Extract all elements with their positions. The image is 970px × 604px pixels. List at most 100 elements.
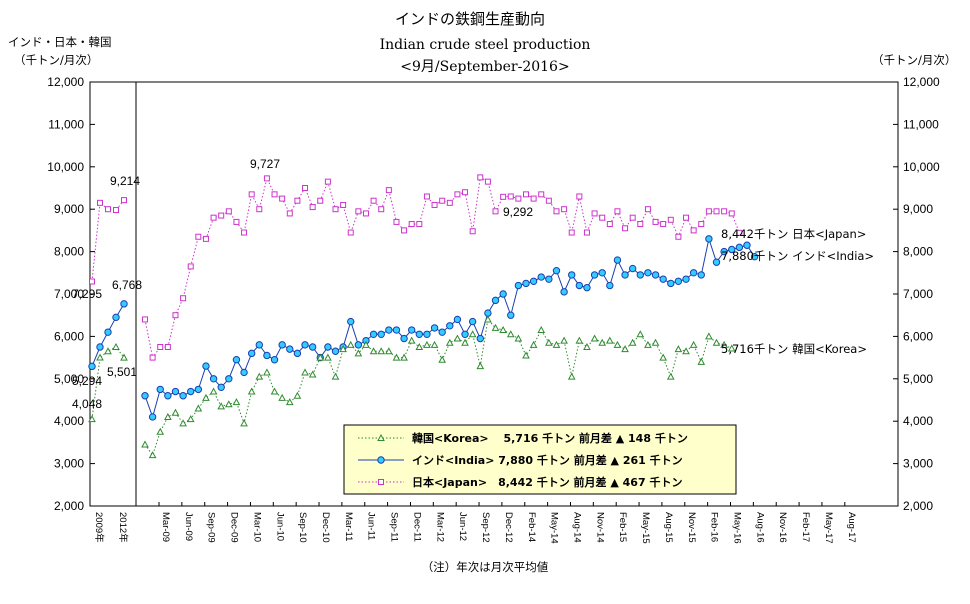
japan-point: [614, 208, 621, 215]
japan-point: [736, 229, 743, 236]
japan-point: [423, 193, 430, 200]
x-tick-label: Aug-16: [754, 512, 765, 543]
x-tick-label: May-15: [640, 512, 651, 544]
japan-point: [500, 193, 507, 200]
x-tick-label: Jun-11: [366, 512, 377, 540]
india-point: [453, 315, 462, 324]
japan-point: [530, 195, 537, 202]
india-point: [308, 343, 317, 351]
korea-point: [590, 334, 599, 342]
x-tick-label: Feb-17: [800, 512, 811, 542]
india-point: [232, 356, 241, 364]
y-tick-label-right: 3,000: [903, 457, 933, 471]
x-tick-label: Mar-11: [343, 512, 354, 541]
series-line-annual: [91, 199, 125, 282]
korea-point: [354, 349, 363, 357]
x-tick-label: Sep-12: [480, 512, 491, 543]
x-tick-label: Jun-12: [457, 512, 468, 541]
japan-point: [622, 225, 629, 232]
india-point: [575, 281, 584, 290]
india-point: [209, 375, 218, 383]
x-tick-label: Nov-14: [594, 512, 605, 543]
korea-point: [331, 372, 340, 380]
japan-point: [660, 221, 667, 228]
y-tick-label-left: 5,000: [54, 372, 84, 386]
y-tick-label-right: 11,000: [903, 117, 939, 131]
japan-point: [241, 229, 248, 236]
india-point: [613, 256, 622, 264]
india-point: [430, 324, 439, 332]
annotation-japan-start: 7,295: [72, 287, 102, 301]
japan-point: [271, 191, 278, 198]
japan-point: [721, 208, 728, 215]
india-point: [568, 271, 576, 279]
left-axis-label-unit: （千トン/月次）: [14, 53, 98, 67]
japan-point: [599, 214, 606, 221]
japan-point: [538, 191, 545, 198]
japan-point: [233, 218, 240, 225]
india-point: [392, 326, 401, 334]
india-point: [644, 269, 652, 277]
y-tick-label-right: 10,000: [903, 160, 940, 174]
x-tick-label: Aug-14: [571, 512, 582, 543]
annotation-japan-monthly-peak: 9,727: [250, 157, 280, 171]
india-point: [659, 275, 667, 283]
japan-point: [545, 197, 552, 204]
india-point: [476, 334, 484, 343]
japan-point: [713, 208, 720, 215]
korea-point: [339, 345, 347, 353]
japan-point: [210, 214, 217, 221]
japan-point: [218, 212, 225, 219]
x-tick-label: Aug-17: [846, 512, 857, 543]
india-point: [705, 235, 713, 243]
india-point: [545, 275, 553, 283]
japan-point: [248, 191, 255, 198]
india-point: [491, 296, 500, 305]
india-point: [179, 392, 187, 400]
india-point: [96, 343, 104, 351]
korea-point: [270, 387, 279, 395]
india-point: [112, 313, 120, 322]
india-point: [636, 271, 644, 279]
india-point: [682, 275, 690, 283]
korea-point: [148, 451, 157, 459]
korea-point: [423, 340, 431, 348]
korea-point: [316, 353, 325, 361]
india-point: [141, 392, 149, 400]
japan-point: [553, 208, 560, 215]
korea-point: [141, 440, 149, 448]
korea-point: [112, 342, 120, 350]
japan-point: [393, 218, 400, 225]
japan-point: [370, 197, 377, 204]
korea-point: [232, 398, 241, 406]
korea-point: [164, 412, 172, 420]
korea-point: [644, 340, 652, 348]
japan-point: [408, 221, 415, 228]
x-tick-label: Jun-10: [274, 512, 285, 541]
japan-point: [515, 195, 522, 202]
y-tick-label-right: 7,000: [903, 287, 933, 301]
japan-point: [477, 174, 484, 181]
india-point: [499, 290, 507, 298]
japan-point: [667, 216, 674, 223]
y-tick-label-left: 3,000: [54, 457, 84, 471]
korea-point: [384, 347, 393, 355]
chart-title: インドの鉄鋼生産動向: [395, 10, 545, 28]
x-tick-label: Mar-10: [251, 512, 262, 542]
x-tick-label: Dec-10: [320, 512, 331, 543]
korea-point: [400, 353, 408, 361]
korea-point: [720, 340, 728, 348]
y-axis-left: 2,000 3,000 4,000 5,000 6,000 7,000 8,000 9,000…: [47, 75, 95, 513]
korea-point: [476, 362, 485, 370]
japan-point: [637, 221, 644, 228]
japan-point: [523, 191, 529, 198]
x-tick-label: Mar-09: [160, 512, 171, 542]
korea-point: [377, 433, 385, 441]
japan-point: [378, 206, 385, 213]
japan-point: [698, 221, 705, 228]
japan-point: [302, 185, 309, 191]
japan-point: [105, 206, 111, 213]
japan-point: [644, 206, 651, 213]
annotation-india-end: 7,880千トン インド<India>: [721, 249, 874, 263]
japan-point: [690, 227, 697, 234]
